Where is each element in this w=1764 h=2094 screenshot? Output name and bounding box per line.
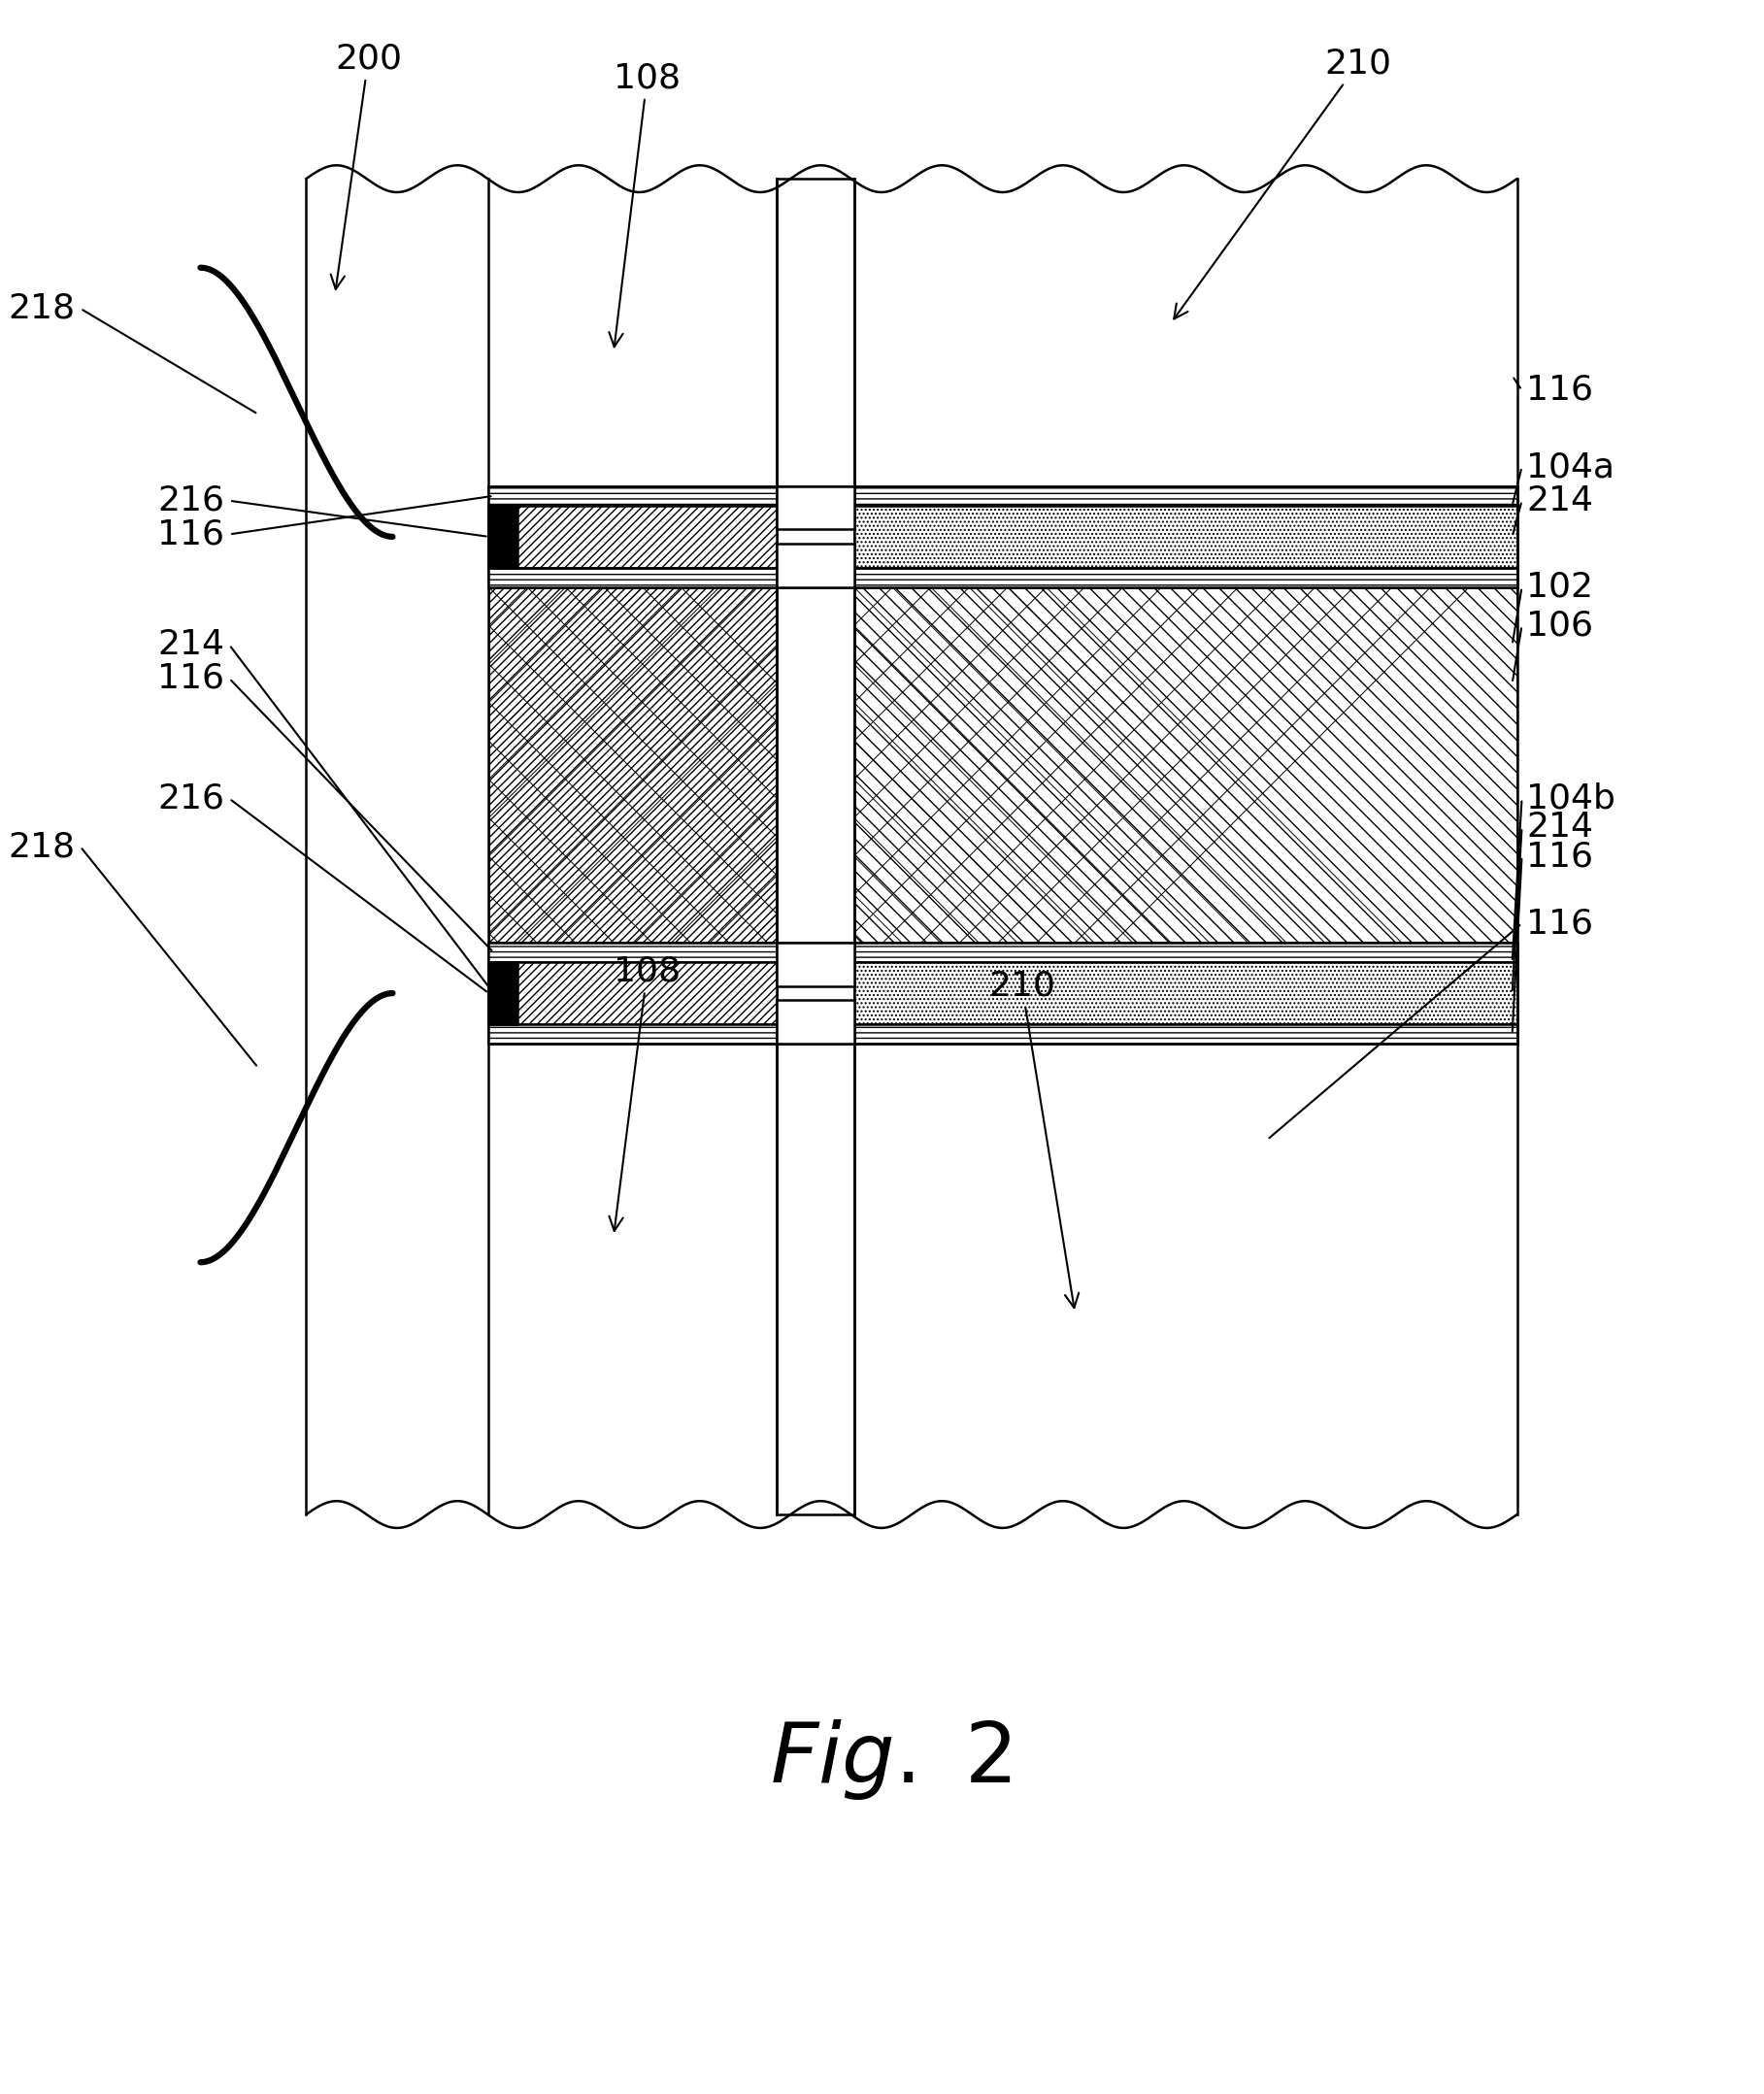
Polygon shape — [489, 178, 778, 486]
Polygon shape — [489, 486, 778, 505]
Polygon shape — [489, 505, 517, 567]
Polygon shape — [489, 961, 778, 1024]
Text: 214: 214 — [1526, 484, 1593, 517]
Text: 106: 106 — [1526, 609, 1593, 643]
Polygon shape — [489, 10, 1517, 586]
Text: 116: 116 — [1526, 907, 1593, 940]
Polygon shape — [489, 961, 517, 1024]
Polygon shape — [489, 1043, 778, 1514]
Text: 116: 116 — [157, 662, 224, 695]
Text: 116: 116 — [1526, 373, 1593, 406]
Text: 108: 108 — [609, 61, 681, 348]
Polygon shape — [854, 505, 1517, 567]
Polygon shape — [778, 1001, 854, 1043]
Polygon shape — [1517, 10, 1764, 2084]
Polygon shape — [854, 586, 1517, 942]
Text: 200: 200 — [330, 42, 402, 289]
Polygon shape — [854, 942, 1517, 961]
Text: $\mathit{Fig.\ 2}$: $\mathit{Fig.\ 2}$ — [769, 1717, 1011, 1801]
Text: 218: 218 — [9, 291, 76, 325]
Polygon shape — [854, 1024, 1517, 1043]
Text: 108: 108 — [609, 955, 681, 1231]
Text: 102: 102 — [1526, 572, 1593, 603]
Polygon shape — [307, 10, 489, 2084]
Polygon shape — [489, 505, 778, 567]
Polygon shape — [489, 586, 778, 942]
Polygon shape — [307, 178, 489, 1514]
Text: 116: 116 — [157, 517, 224, 551]
Text: 210: 210 — [1175, 46, 1392, 318]
Polygon shape — [778, 486, 854, 530]
Text: 214: 214 — [157, 628, 224, 662]
Polygon shape — [489, 942, 778, 961]
Polygon shape — [854, 486, 1517, 505]
Polygon shape — [778, 1043, 854, 1514]
Polygon shape — [778, 178, 854, 486]
Text: 210: 210 — [988, 970, 1080, 1309]
Text: 216: 216 — [157, 484, 224, 517]
Text: 218: 218 — [9, 829, 76, 863]
Polygon shape — [854, 567, 1517, 586]
Polygon shape — [489, 567, 778, 586]
Polygon shape — [489, 1024, 778, 1043]
Polygon shape — [854, 178, 1517, 486]
Polygon shape — [489, 942, 1517, 2094]
Polygon shape — [18, 10, 307, 2084]
Polygon shape — [778, 586, 854, 942]
Text: 104a: 104a — [1526, 450, 1616, 484]
Text: 216: 216 — [157, 781, 224, 815]
Polygon shape — [854, 961, 1517, 1024]
Polygon shape — [778, 942, 854, 986]
Polygon shape — [778, 10, 854, 2084]
Text: 116: 116 — [1526, 840, 1593, 873]
Text: 214: 214 — [1526, 810, 1593, 844]
Text: 104b: 104b — [1526, 781, 1616, 815]
Polygon shape — [854, 1043, 1517, 1514]
Polygon shape — [778, 544, 854, 586]
